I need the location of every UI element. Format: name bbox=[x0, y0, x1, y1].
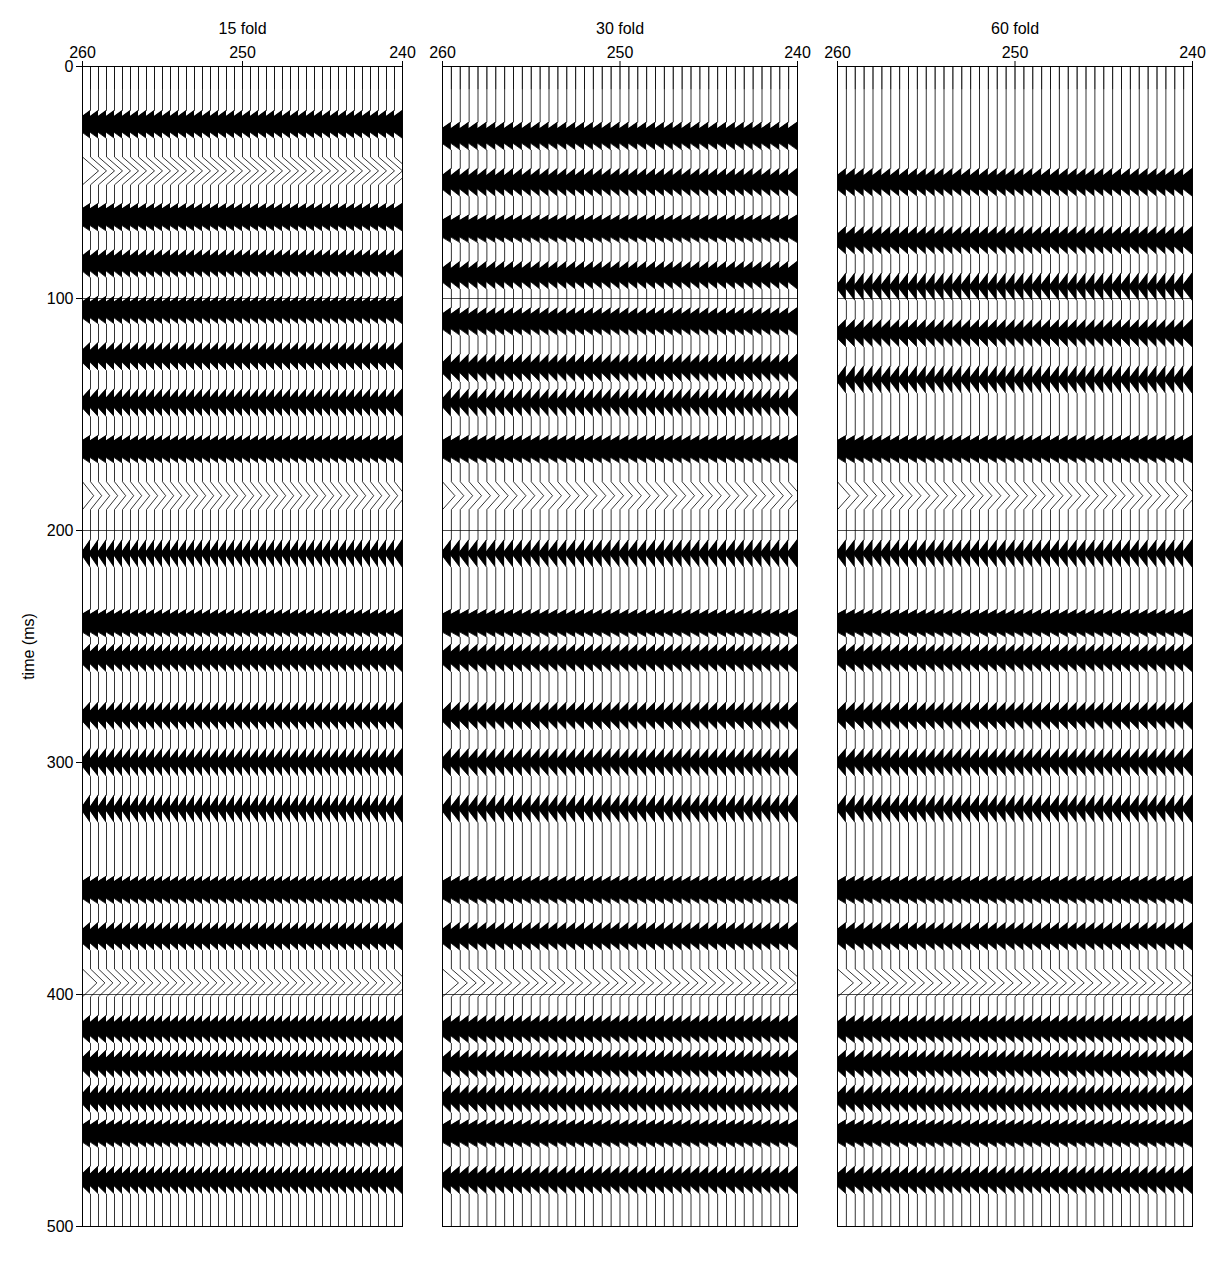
svg-text:250: 250 bbox=[229, 44, 256, 61]
svg-text:300: 300 bbox=[47, 754, 74, 771]
svg-text:time (ms): time (ms) bbox=[20, 613, 37, 680]
svg-text:100: 100 bbox=[47, 290, 74, 307]
svg-text:260: 260 bbox=[429, 44, 456, 61]
svg-text:400: 400 bbox=[47, 986, 74, 1003]
svg-text:15 fold: 15 fold bbox=[218, 20, 266, 37]
svg-text:240: 240 bbox=[389, 44, 416, 61]
svg-text:240: 240 bbox=[784, 44, 811, 61]
svg-text:250: 250 bbox=[1002, 44, 1029, 61]
svg-text:260: 260 bbox=[824, 44, 851, 61]
svg-text:500: 500 bbox=[47, 1218, 74, 1235]
svg-text:200: 200 bbox=[47, 522, 74, 539]
svg-text:250: 250 bbox=[607, 44, 634, 61]
svg-text:0: 0 bbox=[64, 57, 74, 75]
svg-text:60 fold: 60 fold bbox=[991, 20, 1039, 37]
svg-text:30 fold: 30 fold bbox=[596, 20, 644, 37]
svg-text:260: 260 bbox=[69, 44, 96, 61]
svg-text:240: 240 bbox=[1179, 44, 1206, 61]
